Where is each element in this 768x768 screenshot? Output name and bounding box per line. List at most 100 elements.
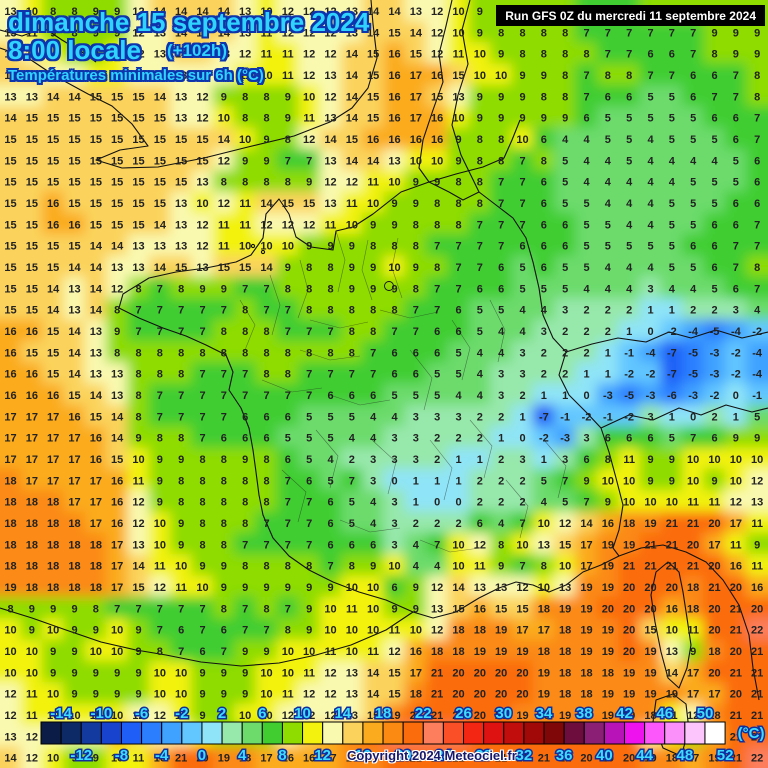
temp-value: 14: [218, 6, 231, 18]
temp-value: 2: [562, 369, 568, 381]
temp-value: -2: [667, 326, 677, 338]
heat-cell: [490, 276, 513, 300]
temp-value: 21: [666, 561, 678, 573]
temp-value: 9: [413, 198, 419, 210]
heat-cell: [682, 447, 705, 470]
heat-cell: [84, 596, 108, 620]
heat-cell: [724, 682, 748, 705]
heat-cell: [0, 490, 22, 513]
heat-cell: [42, 106, 65, 129]
heat-cell: [404, 682, 428, 705]
temp-value: 14: [68, 262, 81, 274]
heat-cell: [170, 554, 193, 577]
temp-value: 17: [410, 91, 422, 103]
heat-cell: [724, 148, 748, 172]
heat-cell: [383, 340, 406, 364]
temp-value: 4: [413, 561, 420, 573]
heat-cell: [170, 127, 193, 150]
heat-cell: [63, 212, 86, 236]
heat-cell: [148, 746, 172, 768]
temp-value: 4: [647, 262, 654, 274]
temp-value: 8: [199, 497, 205, 509]
heat-cell: [639, 639, 662, 662]
heat-cell: [212, 42, 236, 65]
temp-value: -3: [603, 390, 613, 402]
temp-value: 10: [303, 646, 315, 658]
heat-cell: [276, 170, 300, 193]
scale-tick-label: 32: [516, 747, 533, 764]
temp-value: 7: [519, 198, 525, 210]
heat-cell: [724, 340, 748, 364]
heat-cell: [0, 63, 22, 86]
heat-cell: [682, 575, 705, 598]
heat-cell: [532, 298, 556, 321]
temp-value: 18: [538, 646, 550, 658]
heat-cell: [660, 127, 684, 150]
heat-cell: [447, 426, 470, 449]
temp-value: 15: [196, 155, 208, 167]
temp-value: 9: [242, 582, 248, 594]
temp-value: 14: [666, 667, 679, 679]
temp-value: 15: [431, 91, 443, 103]
heat-cell: [340, 682, 364, 705]
temp-value: 13: [346, 710, 358, 722]
heat-cell: [63, 319, 86, 342]
heat-cell: [746, 84, 768, 108]
scale-cell: [322, 721, 344, 745]
temp-value: 10: [26, 6, 38, 18]
temp-value: 15: [111, 198, 123, 210]
heat-cell: [703, 383, 726, 406]
heat-cell: [639, 682, 662, 705]
heat-cell: [20, 191, 44, 214]
heat-cell: [362, 746, 385, 768]
temp-value: 15: [410, 49, 422, 61]
heat-cell: [447, 746, 470, 768]
temp-value: 20: [474, 710, 486, 722]
heat-cell: [191, 362, 214, 385]
temp-value: 13: [111, 390, 123, 402]
heat-cell: [191, 319, 214, 342]
temp-value: 12: [751, 475, 763, 487]
heat-cell: [468, 532, 492, 556]
heat-cell: [20, 596, 44, 620]
temp-value: 6: [327, 539, 333, 551]
heat-cell: [724, 106, 748, 129]
heat-cell: [746, 703, 768, 726]
heat-cell: [362, 682, 385, 705]
temp-value: 17: [4, 433, 16, 445]
heat-cell: [319, 319, 342, 342]
temp-value: 7: [647, 27, 653, 39]
heat-cell: [468, 447, 492, 470]
heat-cell: [255, 42, 278, 65]
heat-cell: [234, 234, 257, 257]
temp-value: 8: [242, 113, 248, 125]
heat-cell: [682, 84, 705, 108]
heat-cell: [340, 362, 364, 385]
heat-cell: [127, 20, 150, 44]
temp-value: 7: [285, 497, 291, 509]
heat-cell: [106, 703, 129, 726]
temp-value: 9: [711, 475, 717, 487]
temp-value: -2: [624, 369, 634, 381]
heat-cell: [596, 63, 620, 86]
temp-value: 20: [580, 753, 592, 765]
temp-value: 17: [708, 539, 720, 551]
temp-value: 8: [242, 561, 248, 573]
heat-cell: [106, 682, 129, 705]
heat-cell: [148, 426, 172, 449]
heat-cell: [660, 319, 684, 342]
temp-value: 6: [391, 347, 397, 359]
heat-cell: [383, 170, 406, 193]
heat-cell: [234, 84, 257, 108]
temp-value: 17: [26, 433, 38, 445]
temp-value: 8: [263, 177, 269, 189]
temp-value: 13: [388, 155, 400, 167]
temp-value: 8: [306, 305, 312, 317]
heat-cell: [426, 639, 449, 662]
heat-cell: [746, 63, 768, 86]
heat-cell: [660, 468, 684, 492]
temp-value: 18: [602, 667, 614, 679]
temp-value: 6: [519, 241, 525, 253]
temp-value: 15: [346, 134, 358, 146]
temp-value: 2: [498, 454, 504, 466]
